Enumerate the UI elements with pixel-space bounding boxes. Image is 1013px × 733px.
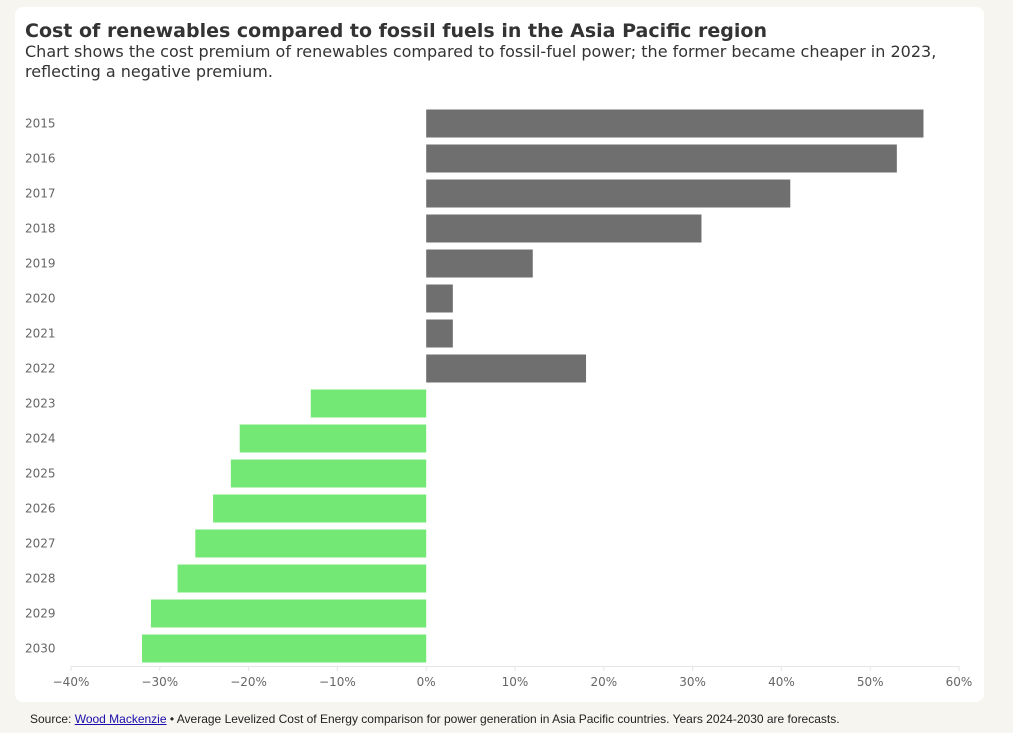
footer-note: Average Levelized Cost of Energy compari… [176,712,840,726]
footer-bullet: • [169,712,175,726]
category-label: 2020 [25,292,56,306]
bar-2025 [230,459,427,488]
chart-subtitle: Chart shows the cost premium of renewabl… [25,42,937,81]
chart-title: Cost of renewables compared to fossil fu… [25,20,768,42]
bar-2024 [239,424,427,453]
source-footer: Source: Wood Mackenzie • Average Leveliz… [30,712,840,726]
x-tick-label: 30% [679,675,706,689]
x-tick-label: 50% [857,675,884,689]
bar-2027 [195,529,427,558]
category-label: 2024 [25,432,56,446]
x-tick-label: 0% [417,675,436,689]
category-label: 2023 [25,397,56,411]
category-label: 2027 [25,537,56,551]
category-label: 2022 [25,362,56,376]
category-label: 2030 [25,642,56,656]
bar-2015 [426,109,924,138]
x-tick-label: 60% [946,675,973,689]
category-label: 2018 [25,222,56,236]
bar-2029 [150,599,427,628]
bar-chart: −40% −30% −20% −10% 0% 10% 20% 30% 40% 50% 60% 2015… [25,109,973,689]
bar-2017 [426,179,791,208]
x-tick-label: −20% [230,675,267,689]
category-label: 2028 [25,572,56,586]
category-label: 2015 [25,117,56,131]
bar-2023 [310,389,427,418]
bar-2026 [213,494,427,523]
x-tick-label: −40% [53,675,90,689]
x-tick-label: −10% [319,675,356,689]
source-link[interactable]: Wood Mackenzie [74,712,167,726]
category-label: 2029 [25,607,56,621]
bar-2030 [142,634,427,663]
x-tick-label: −30% [141,675,178,689]
category-label: 2017 [25,187,56,201]
x-tick-label: 10% [502,675,529,689]
bar-2021 [426,319,453,348]
bar-2020 [426,284,453,313]
bar-2018 [426,214,702,243]
bar-2016 [426,144,897,173]
category-label: 2026 [25,502,56,516]
category-label: 2025 [25,467,56,481]
category-label: 2019 [25,257,56,271]
bar-2028 [177,564,427,593]
x-tick-label: 20% [590,675,617,689]
category-label: 2021 [25,327,56,341]
bar-2019 [426,249,533,278]
bar-2022 [426,354,587,383]
chart-card: Cost of renewables compared to fossil fu… [15,7,984,702]
category-label: 2016 [25,152,56,166]
source-label: Source: [30,712,72,726]
x-tick-label: 40% [768,675,795,689]
